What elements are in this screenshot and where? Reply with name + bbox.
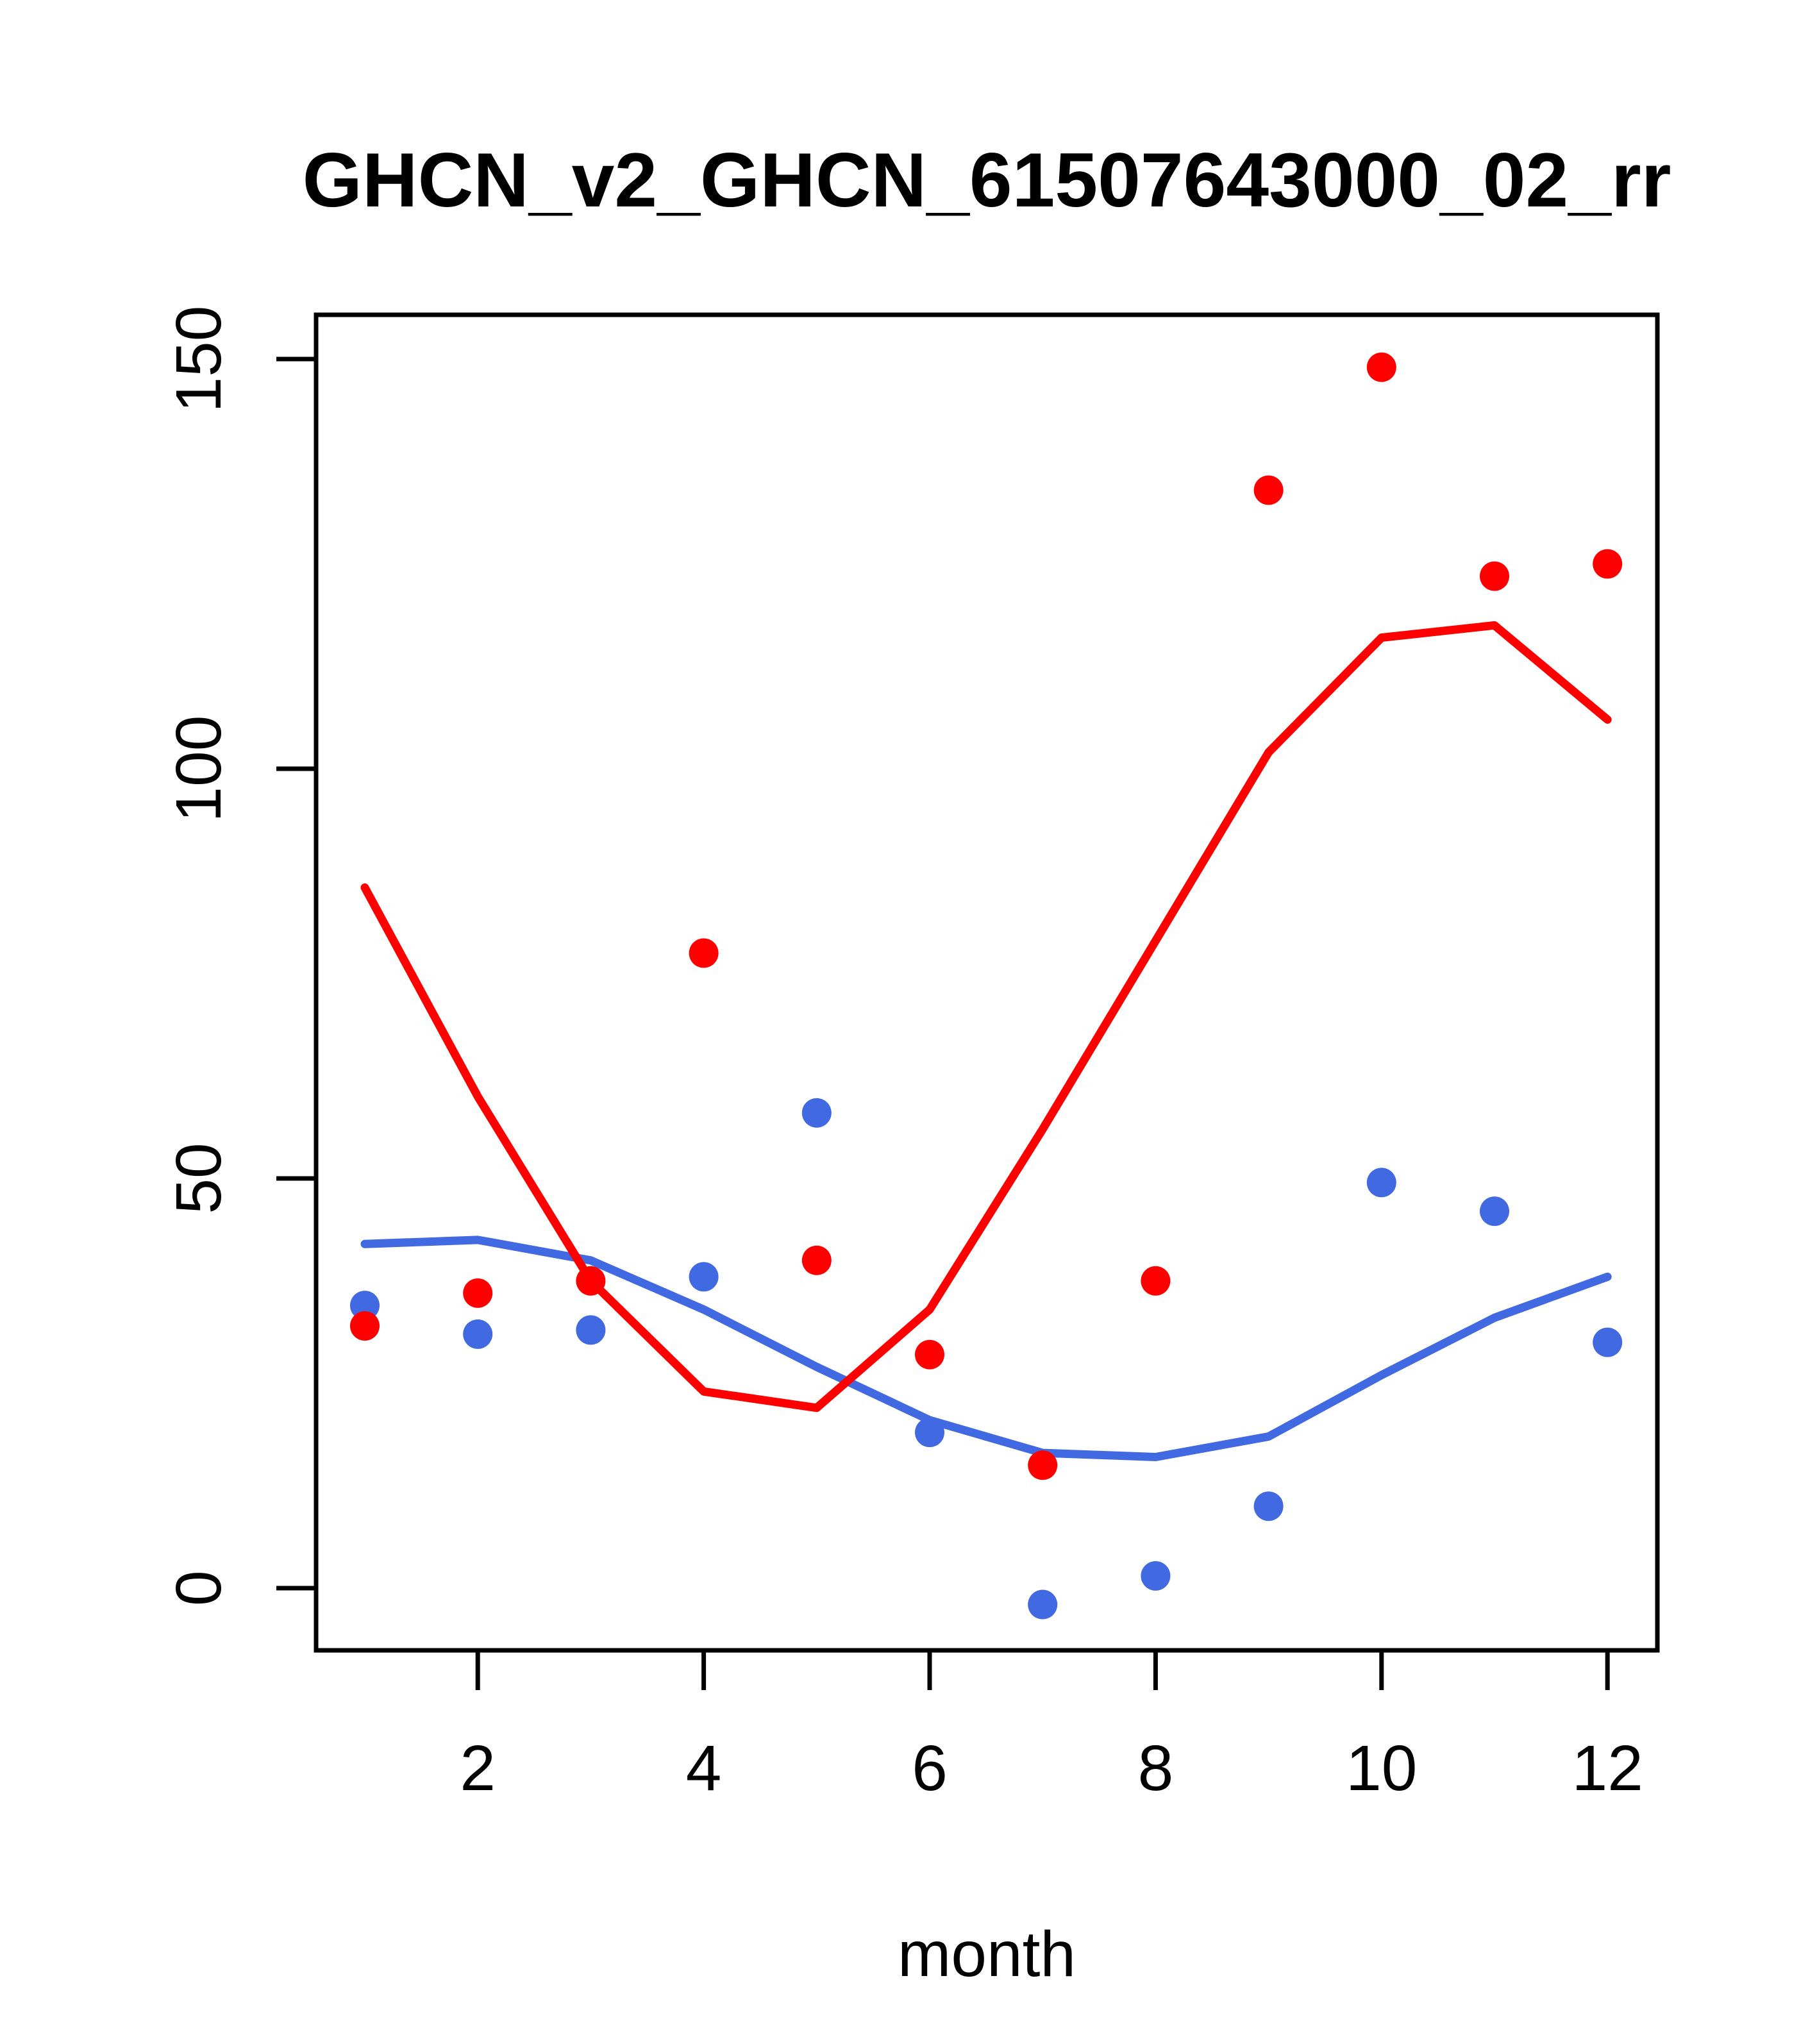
- red-point: [1141, 1266, 1171, 1296]
- blue-point: [801, 1098, 832, 1128]
- x-tick-label: 8: [1138, 1732, 1174, 1804]
- y-tick-label: 150: [163, 306, 235, 413]
- y-tick-label: 100: [163, 716, 235, 823]
- blue-point: [1480, 1196, 1509, 1227]
- red-point: [463, 1278, 493, 1308]
- red-point: [1480, 561, 1509, 591]
- y-tick-label: 50: [163, 1143, 235, 1214]
- blue-point: [1141, 1561, 1171, 1591]
- axes: 2 4 6 8 10 12 0 50 100 150: [163, 306, 1643, 1804]
- red-point: [915, 1339, 944, 1370]
- blue-point: [576, 1315, 606, 1345]
- red-point: [801, 1245, 832, 1275]
- red-point: [1593, 549, 1623, 579]
- red-point: [1366, 352, 1396, 382]
- x-tick-label: 2: [460, 1732, 496, 1804]
- y-tick-label: 0: [163, 1570, 235, 1606]
- red-point: [350, 1311, 380, 1341]
- x-axis-label: month: [898, 1918, 1076, 1990]
- data-series: [350, 352, 1623, 1620]
- blue-point: [463, 1319, 493, 1349]
- red-point: [576, 1266, 606, 1296]
- x-tick-label: 12: [1572, 1732, 1643, 1804]
- blue-point: [350, 1291, 380, 1321]
- red-point: [1028, 1450, 1058, 1480]
- blue-point: [1028, 1589, 1058, 1620]
- blue-point: [1253, 1491, 1284, 1521]
- red-point: [689, 938, 719, 968]
- plot-frame: [314, 312, 1660, 1653]
- red-point: [1253, 475, 1284, 505]
- red-line: [360, 621, 1612, 1412]
- blue-point: [689, 1262, 719, 1292]
- blue-point: [1593, 1327, 1623, 1357]
- chart-title: GHCN_v2_GHCN_61507643000_02_rr: [303, 137, 1671, 223]
- blue-point: [915, 1418, 944, 1448]
- blue-line: [360, 1236, 1612, 1462]
- x-tick-label: 6: [912, 1732, 948, 1804]
- blue-point: [1366, 1168, 1396, 1198]
- x-tick-label: 10: [1346, 1732, 1417, 1804]
- x-tick-label: 4: [686, 1732, 722, 1804]
